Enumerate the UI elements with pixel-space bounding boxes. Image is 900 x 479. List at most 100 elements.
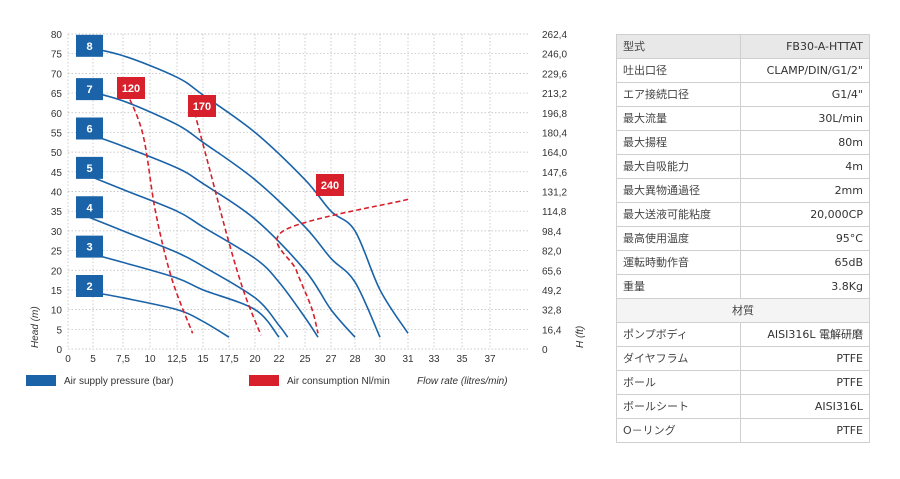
legend: Air supply pressure (bar) Air consumptio… bbox=[26, 375, 508, 387]
material-header-row: 材質 bbox=[616, 298, 870, 323]
x-tick-label: 7,5 bbox=[116, 354, 130, 365]
consumption-badge-label: 240 bbox=[321, 180, 339, 192]
consumption-badge-label: 120 bbox=[122, 83, 140, 95]
pressure-badge-6: 6 bbox=[76, 117, 103, 140]
pressure-badge-label: 5 bbox=[86, 163, 92, 175]
consumption-badge-120: 120 bbox=[117, 77, 145, 99]
legend-pressure-label: Air supply pressure (bar) bbox=[64, 376, 173, 387]
pressure-badge-box bbox=[76, 275, 103, 297]
pressure-badge-5: 5 bbox=[76, 156, 103, 179]
legend-pressure-swatch bbox=[26, 375, 56, 386]
spec-value: FB30-A-HTTAT bbox=[740, 34, 870, 59]
consumption-badge-240: 240 bbox=[316, 174, 344, 196]
y-right-tick-label: 32,8 bbox=[542, 306, 562, 317]
pressure-badge-box bbox=[76, 34, 103, 57]
spec-row: 最大異物通過径 2mm bbox=[616, 178, 870, 203]
y-left-tick-label: 35 bbox=[51, 207, 63, 218]
x-tick-label: 31 bbox=[402, 354, 414, 365]
y-left-tick-label: 10 bbox=[51, 306, 63, 317]
pressure-badge-label: 2 bbox=[86, 281, 92, 293]
x-tick-label: 12,5 bbox=[167, 354, 187, 365]
material-label: ポンプボディ bbox=[616, 322, 741, 347]
material-value: PTFE bbox=[740, 346, 870, 371]
pressure-badge-box bbox=[76, 196, 103, 219]
x-tick-label: 37 bbox=[484, 354, 496, 365]
spec-row: 最大自吸能力 4m bbox=[616, 154, 870, 179]
x-tick-label: 33 bbox=[428, 354, 440, 365]
y-left-tick-label: 20 bbox=[51, 266, 63, 277]
spec-value: 65dB bbox=[740, 250, 870, 275]
chart-badges: 8 7 6 5 4 3 2 120 170 240 bbox=[76, 34, 344, 297]
y-left-axis-title: Head (m) bbox=[30, 306, 41, 348]
consumption-badge-170: 170 bbox=[188, 95, 216, 117]
spec-label: 運転時動作音 bbox=[616, 250, 741, 275]
material-value: PTFE bbox=[740, 370, 870, 395]
chart-axes: 05101520253035404550556065707580016,432,… bbox=[51, 30, 568, 365]
y-right-tick-label: 131,2 bbox=[542, 188, 567, 199]
pressure-badge-8: 8 bbox=[76, 34, 103, 57]
y-right-tick-label: 0 bbox=[542, 345, 548, 356]
consumption-badge-box bbox=[188, 95, 216, 117]
pressure-curves bbox=[78, 45, 409, 338]
spec-row: ボールシート AISI316L bbox=[616, 394, 870, 419]
x-tick-label: 35 bbox=[456, 354, 468, 365]
x-axis-title: Flow rate (litres/min) bbox=[417, 376, 508, 387]
spec-label: 最大送液可能粘度 bbox=[616, 202, 741, 227]
spec-value: 2mm bbox=[740, 178, 870, 203]
material-label: ボール bbox=[616, 370, 741, 395]
material-value: AISI316L 電解研磨 bbox=[740, 322, 870, 347]
spec-value: 95°C bbox=[740, 226, 870, 251]
material-value: PTFE bbox=[740, 418, 870, 443]
consumption-curve-170 bbox=[191, 104, 262, 336]
pressure-curve-2 bbox=[78, 289, 230, 338]
spec-value: 4m bbox=[740, 154, 870, 179]
material-label: ダイヤフラム bbox=[616, 346, 741, 371]
pressure-badge-3: 3 bbox=[76, 235, 103, 258]
pressure-curve-7 bbox=[78, 88, 381, 338]
spec-label: 最大自吸能力 bbox=[616, 154, 741, 179]
x-tick-label: 30 bbox=[374, 354, 386, 365]
spec-value: 20,000CP bbox=[740, 202, 870, 227]
spec-label: 型式 bbox=[616, 34, 741, 59]
spec-label: 最大揚程 bbox=[616, 130, 741, 155]
x-tick-label: 15 bbox=[197, 354, 209, 365]
pressure-curve-3 bbox=[78, 249, 280, 338]
y-left-tick-label: 70 bbox=[51, 69, 63, 80]
x-tick-label: 22 bbox=[273, 354, 285, 365]
material-header: 材質 bbox=[616, 298, 870, 323]
y-right-tick-label: 180,4 bbox=[542, 128, 567, 139]
y-left-tick-label: 55 bbox=[51, 128, 63, 139]
y-right-tick-label: 82,0 bbox=[542, 247, 562, 258]
spec-label: エア接続口径 bbox=[616, 82, 741, 107]
y-left-tick-label: 75 bbox=[51, 50, 63, 61]
spec-row: 吐出口径 CLAMP/DIN/G1/2" bbox=[616, 58, 870, 83]
y-right-tick-label: 114,8 bbox=[542, 207, 567, 218]
x-tick-label: 0 bbox=[65, 354, 71, 365]
spec-label: 吐出口径 bbox=[616, 58, 741, 83]
pressure-badge-label: 8 bbox=[86, 41, 92, 53]
pressure-curve-6 bbox=[78, 129, 356, 338]
spec-value: 30L/min bbox=[740, 106, 870, 131]
y-right-tick-label: 262,4 bbox=[542, 30, 567, 41]
y-right-tick-label: 16,4 bbox=[542, 325, 562, 336]
y-left-tick-label: 25 bbox=[51, 247, 63, 258]
y-left-tick-label: 45 bbox=[51, 168, 63, 179]
y-right-tick-label: 213,2 bbox=[542, 89, 567, 100]
y-left-tick-label: 80 bbox=[51, 30, 63, 41]
consumption-badge-box bbox=[117, 77, 145, 99]
y-left-tick-label: 50 bbox=[51, 148, 63, 159]
spec-label: 重量 bbox=[616, 274, 741, 299]
consumption-curve-120 bbox=[122, 84, 194, 334]
x-tick-label: 28 bbox=[349, 354, 361, 365]
x-tick-label: 25 bbox=[299, 354, 311, 365]
spec-value: 80m bbox=[740, 130, 870, 155]
y-right-tick-label: 164,0 bbox=[542, 148, 567, 159]
pressure-badge-2: 2 bbox=[76, 275, 103, 297]
pressure-badge-label: 6 bbox=[86, 124, 92, 136]
x-tick-label: 17,5 bbox=[219, 354, 239, 365]
spec-label: 最高使用温度 bbox=[616, 226, 741, 251]
pressure-badge-label: 3 bbox=[86, 242, 92, 254]
pressure-curve-5 bbox=[78, 171, 319, 338]
y-left-tick-label: 0 bbox=[56, 345, 62, 356]
spec-row: 最高使用温度 95°C bbox=[616, 226, 870, 251]
